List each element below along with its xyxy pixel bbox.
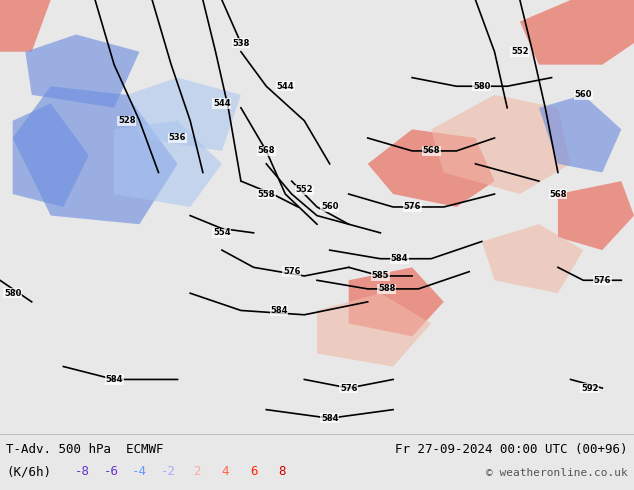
Text: (K/6h): (K/6h) (6, 465, 51, 478)
Polygon shape (349, 268, 444, 336)
Text: -8: -8 (75, 465, 90, 478)
Text: 576: 576 (283, 267, 301, 276)
Polygon shape (539, 95, 621, 172)
Text: 2: 2 (193, 465, 200, 478)
Text: 580: 580 (473, 82, 491, 91)
Polygon shape (368, 129, 495, 207)
Text: 585: 585 (372, 271, 389, 280)
Text: 554: 554 (213, 228, 231, 237)
Text: © weatheronline.co.uk: © weatheronline.co.uk (486, 468, 628, 478)
Text: 538: 538 (232, 39, 250, 48)
Text: 8: 8 (278, 465, 286, 478)
Text: 4: 4 (221, 465, 229, 478)
Text: -4: -4 (132, 465, 147, 478)
Text: 584: 584 (270, 306, 288, 315)
Text: 568: 568 (549, 190, 567, 198)
Text: 584: 584 (391, 254, 408, 263)
Text: 544: 544 (213, 99, 231, 108)
Text: 584: 584 (105, 375, 123, 384)
Text: 576: 576 (340, 384, 358, 392)
Polygon shape (317, 293, 431, 367)
Text: 536: 536 (169, 133, 186, 143)
Polygon shape (13, 86, 178, 224)
Text: 576: 576 (593, 276, 611, 285)
Text: 6: 6 (250, 465, 257, 478)
Polygon shape (482, 224, 583, 293)
Text: 588: 588 (378, 284, 396, 294)
Polygon shape (127, 77, 241, 151)
Polygon shape (13, 103, 89, 207)
Polygon shape (520, 0, 634, 65)
Text: 552: 552 (295, 185, 313, 194)
Text: 560: 560 (321, 202, 339, 212)
Polygon shape (0, 0, 51, 52)
Text: 592: 592 (581, 384, 598, 392)
Polygon shape (431, 95, 571, 194)
Text: Fr 27-09-2024 00:00 UTC (00+96): Fr 27-09-2024 00:00 UTC (00+96) (395, 443, 628, 456)
Text: 584: 584 (321, 414, 339, 423)
Polygon shape (114, 121, 222, 207)
Text: 528: 528 (118, 116, 136, 125)
Text: 580: 580 (4, 289, 22, 298)
Text: 568: 568 (422, 147, 440, 155)
Text: -2: -2 (160, 465, 176, 478)
Text: 568: 568 (257, 147, 275, 155)
Text: 558: 558 (257, 190, 275, 198)
Text: 560: 560 (574, 90, 592, 99)
Text: 552: 552 (511, 47, 529, 56)
Text: 544: 544 (276, 82, 294, 91)
Text: T-Adv. 500 hPa  ECMWF: T-Adv. 500 hPa ECMWF (6, 443, 164, 456)
Text: 576: 576 (403, 202, 421, 212)
Polygon shape (558, 181, 634, 250)
Text: -6: -6 (103, 465, 119, 478)
Polygon shape (25, 34, 139, 108)
